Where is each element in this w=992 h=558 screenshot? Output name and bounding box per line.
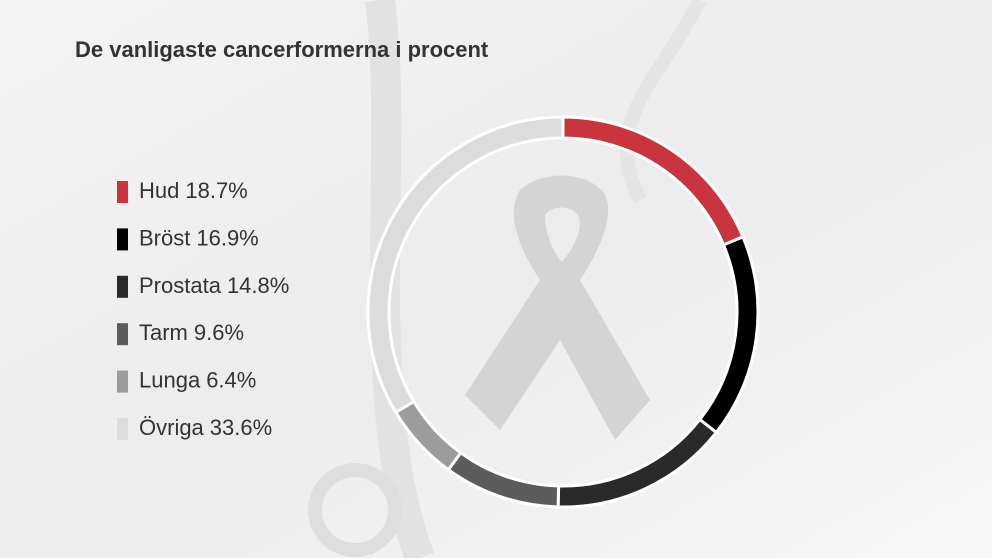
legend-value: 16.9% (196, 225, 258, 250)
background-shape (308, 463, 402, 557)
legend-label: Bröst 16.9% (139, 225, 259, 250)
legend-label: Prostata 14.8% (139, 273, 289, 298)
legend-label: Övriga 33.6% (139, 415, 272, 440)
legend-swatch (117, 418, 128, 440)
background-shape (619, 0, 707, 204)
legend-value: 6.4% (206, 367, 256, 392)
ribbon-icon (465, 175, 650, 440)
legend-name: Lunga (139, 367, 201, 392)
legend-label: Hud 18.7% (139, 178, 248, 203)
legend-swatch (117, 181, 128, 203)
legend-swatch (117, 370, 128, 393)
legend-name: Prostata (139, 273, 222, 298)
legend-name: Övriga (139, 415, 205, 440)
legend-label: Tarm 9.6% (139, 320, 244, 345)
legend-swatch (117, 275, 128, 298)
legend-swatch (117, 323, 128, 346)
donut-segment (366, 115, 565, 415)
legend-label: Lunga 6.4% (139, 367, 256, 392)
legend-value: 18.7% (185, 178, 247, 203)
legend-value: 33.6% (210, 415, 272, 440)
legend: Hud 18.7% Bröst 16.9% Prostata 14.8% Tarm 9.6% L… (117, 178, 289, 440)
legend-name: Hud (139, 178, 179, 203)
legend-value: 9.6% (194, 320, 244, 345)
legend-value: 14.8% (227, 273, 289, 298)
chart-title: De vanligaste cancerformerna i procent (75, 37, 489, 62)
legend-swatch (117, 228, 128, 251)
donut (366, 115, 760, 509)
legend-name: Tarm (139, 320, 188, 345)
legend-name: Bröst (139, 225, 190, 250)
